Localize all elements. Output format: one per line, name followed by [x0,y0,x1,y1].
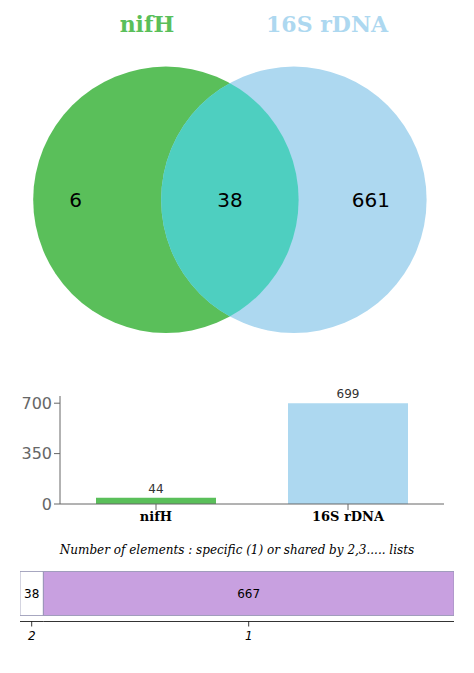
svg-text:44: 44 [148,482,163,496]
svg-text:38: 38 [217,188,242,212]
svg-text:nifH: nifH [140,509,172,524]
svg-text:6: 6 [69,188,82,212]
svg-text:1: 1 [245,629,253,643]
svg-text:667: 667 [237,587,260,601]
svg-text:0: 0 [42,495,52,514]
svg-text:661: 661 [352,188,390,212]
svg-text:350: 350 [21,444,52,463]
svg-text:2: 2 [28,629,36,643]
svg-text:16S rDNA: 16S rDNA [312,509,385,524]
html-text:Number of elements : specific: Number of elements : specific (1) or sha… [59,543,415,557]
svg-text:38: 38 [24,587,39,601]
svg-text:700: 700 [21,394,52,413]
svg-text:699: 699 [337,387,360,401]
svg-text:nifH: nifH [120,11,175,37]
svg-text:16S rDNA: 16S rDNA [266,11,389,37]
